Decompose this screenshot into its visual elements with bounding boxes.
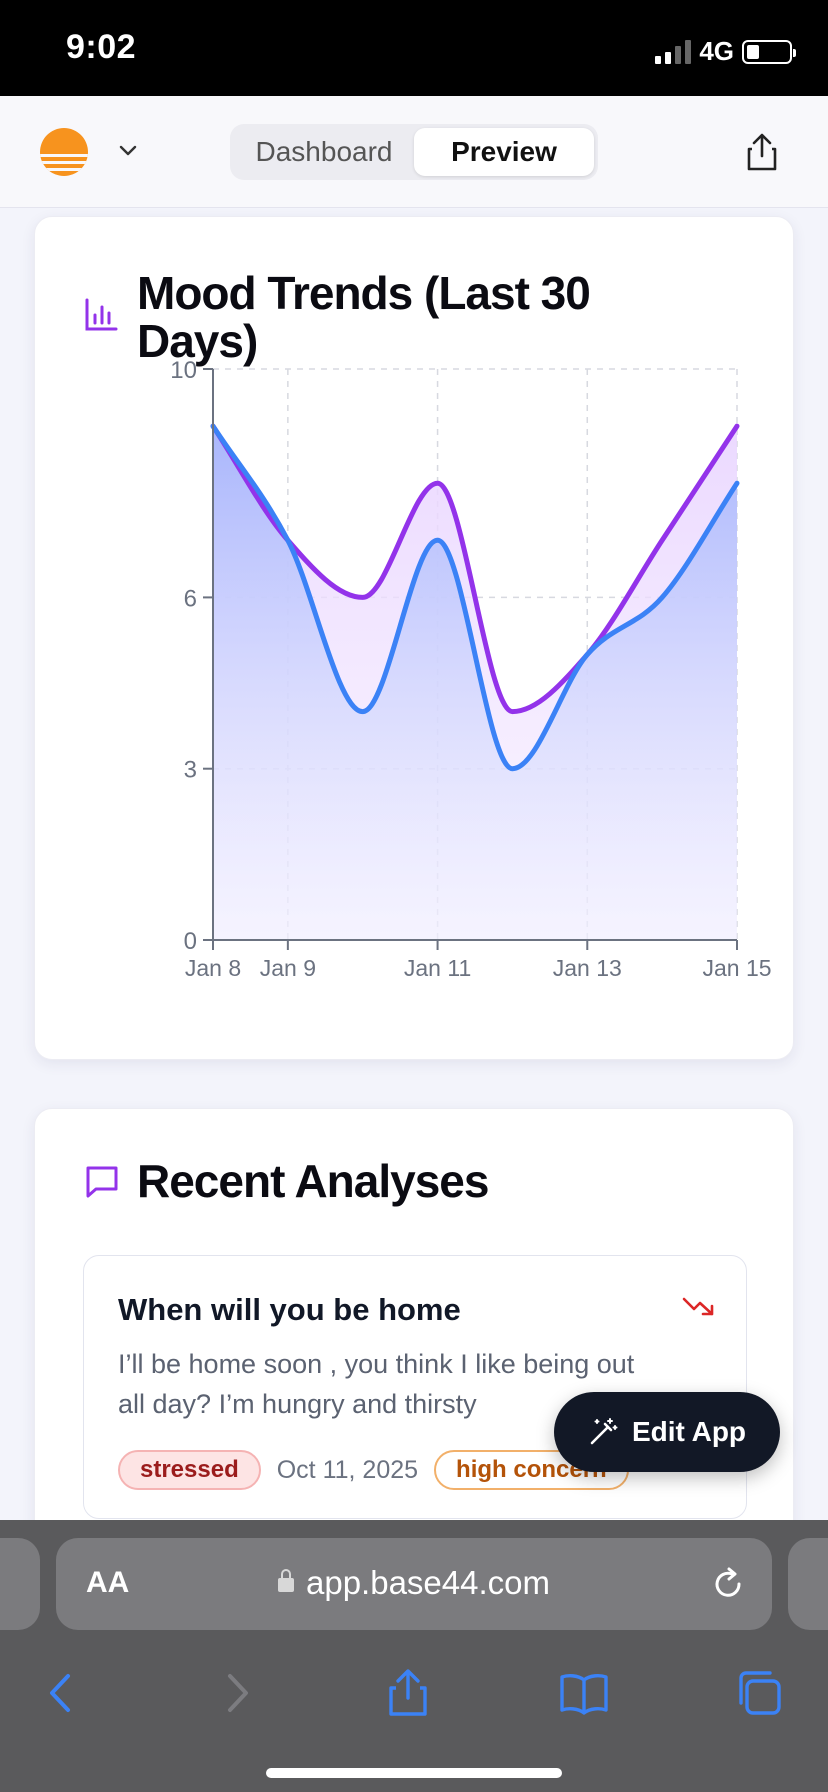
series-blue-line xyxy=(210,423,740,772)
y-tick-label: 0 xyxy=(184,928,197,955)
tab-dashboard[interactable]: Dashboard xyxy=(255,136,393,167)
browser-chrome: AA app.base44.com xyxy=(0,1520,828,1792)
status-time: 9:02 xyxy=(66,28,137,66)
status-bar: 9:02 4G xyxy=(0,0,828,96)
bar-chart-icon xyxy=(85,298,118,331)
lock-icon xyxy=(277,1569,294,1592)
analysis-text: I’ll be home soon , you think I like bei… xyxy=(118,1349,635,1419)
forward-icon[interactable] xyxy=(216,1668,256,1718)
recent-analyses-title: Recent Analyses xyxy=(137,1155,489,1207)
reload-icon[interactable] xyxy=(710,1566,746,1602)
signal-icon xyxy=(655,39,692,64)
mood-trends-title: Mood Trends (Last 30 Days) xyxy=(137,267,591,367)
chevron-down-icon[interactable] xyxy=(116,138,140,162)
app-header: Dashboard Preview xyxy=(0,96,828,208)
app-logo[interactable] xyxy=(40,128,88,176)
bookmarks-icon[interactable] xyxy=(558,1668,610,1718)
mood-trends-card: Mood Trends (Last 30 Days) 0 3 6 10 Jan 8 Jan… xyxy=(34,216,794,1060)
x-tick-label: Jan 8 xyxy=(185,955,241,981)
y-tick-label: 6 xyxy=(184,585,197,612)
tabs-icon[interactable] xyxy=(734,1668,784,1718)
address-url: app.base44.com xyxy=(56,1564,772,1602)
series-purple-line xyxy=(210,423,740,715)
y-tick-label: 10 xyxy=(170,357,197,384)
edit-app-label: Edit App xyxy=(631,1416,747,1447)
analysis-item[interactable]: When will you be home I’ll be home soon … xyxy=(83,1255,747,1519)
previous-tab-pill[interactable] xyxy=(0,1538,40,1630)
address-bar[interactable]: AA app.base44.com xyxy=(56,1538,772,1630)
trending-down-icon xyxy=(682,1297,714,1316)
x-tick-label: Jan 9 xyxy=(260,955,316,981)
network-label: 4G xyxy=(699,36,734,66)
view-switcher: Dashboard Preview xyxy=(230,124,598,180)
share-icon[interactable] xyxy=(386,1668,430,1718)
battery-icon xyxy=(742,39,796,64)
home-indicator xyxy=(266,1768,562,1778)
edit-app-button[interactable]: Edit App xyxy=(554,1392,780,1472)
url-text: app.base44.com xyxy=(305,1564,550,1601)
reader-options-button[interactable]: AA xyxy=(86,1566,130,1599)
next-tab-pill[interactable] xyxy=(788,1538,828,1630)
status-indicators: 4G xyxy=(655,36,796,67)
browser-toolbar xyxy=(0,1658,828,1738)
concern-badge: high concern xyxy=(434,1450,629,1490)
series-blue-area xyxy=(213,426,737,941)
x-tick-label: Jan 15 xyxy=(702,955,771,981)
tab-preview[interactable]: Preview xyxy=(414,128,594,176)
message-square-icon xyxy=(86,1166,118,1198)
analysis-date: Oct 11, 2025 xyxy=(276,1455,419,1484)
y-tick-label: 3 xyxy=(184,757,197,784)
analysis-title: When will you be home xyxy=(118,1292,461,1327)
magic-wand-icon xyxy=(590,1418,618,1445)
analysis-meta: stressed Oct 11, 2025 high concern xyxy=(118,1450,629,1490)
x-tick-label: Jan 13 xyxy=(553,955,622,981)
share-icon[interactable] xyxy=(744,132,780,172)
mood-badge: stressed xyxy=(118,1450,261,1490)
back-icon[interactable] xyxy=(42,1668,82,1718)
mood-chart: 0 3 6 10 Jan 8 Jan 9 Jan 11 Jan 13 Jan 15 xyxy=(170,357,771,981)
x-tick-label: Jan 11 xyxy=(404,955,471,981)
